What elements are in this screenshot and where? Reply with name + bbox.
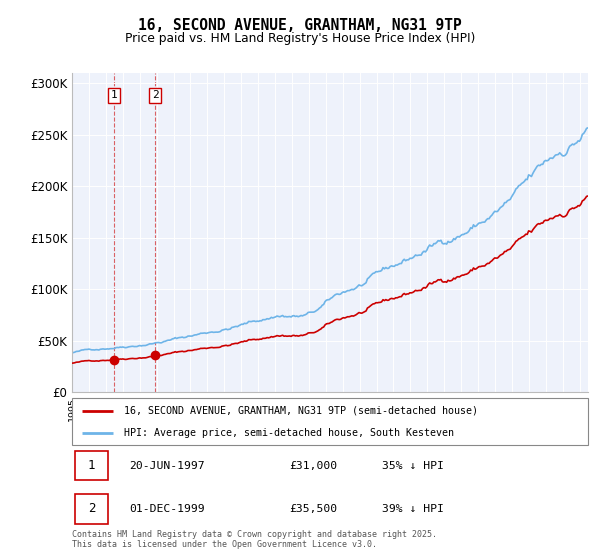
Text: 2: 2 [88,502,95,515]
Text: 1: 1 [88,459,95,473]
Text: HPI: Average price, semi-detached house, South Kesteven: HPI: Average price, semi-detached house,… [124,428,454,438]
FancyBboxPatch shape [74,494,108,524]
FancyBboxPatch shape [72,398,588,445]
Text: Contains HM Land Registry data © Crown copyright and database right 2025.
This d: Contains HM Land Registry data © Crown c… [72,530,437,549]
Text: 39% ↓ HPI: 39% ↓ HPI [382,504,443,514]
Text: 2: 2 [152,91,158,100]
Text: Price paid vs. HM Land Registry's House Price Index (HPI): Price paid vs. HM Land Registry's House … [125,31,475,45]
Text: 35% ↓ HPI: 35% ↓ HPI [382,461,443,471]
FancyBboxPatch shape [74,451,108,480]
Text: £35,500: £35,500 [289,504,337,514]
Text: £31,000: £31,000 [289,461,337,471]
Text: 16, SECOND AVENUE, GRANTHAM, NG31 9TP (semi-detached house): 16, SECOND AVENUE, GRANTHAM, NG31 9TP (s… [124,406,478,416]
Text: 1: 1 [110,91,117,100]
Text: 01-DEC-1999: 01-DEC-1999 [129,504,205,514]
Text: 20-JUN-1997: 20-JUN-1997 [129,461,205,471]
Text: 16, SECOND AVENUE, GRANTHAM, NG31 9TP: 16, SECOND AVENUE, GRANTHAM, NG31 9TP [138,18,462,32]
